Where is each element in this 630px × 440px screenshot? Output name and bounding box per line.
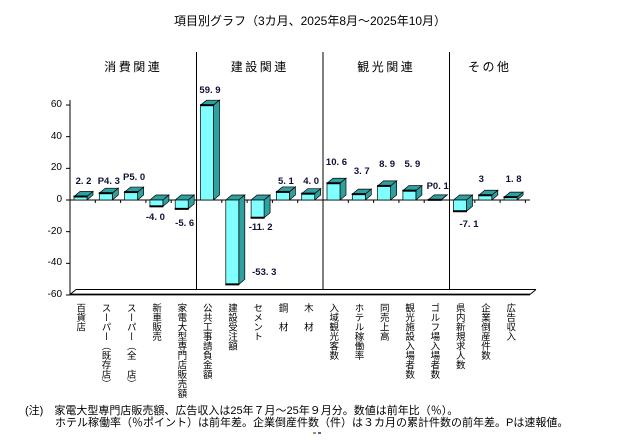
x-category-label: 広告収入 (504, 303, 516, 341)
bar-front-face (174, 199, 189, 210)
bar-value-label: P5. 0 (123, 172, 146, 183)
bar-front-face (276, 191, 290, 201)
group-label-2: 観光関連 (357, 60, 416, 74)
x-category-label: スーパー（既存店） (99, 303, 111, 389)
x-category-label: セメント (251, 303, 263, 341)
bar-value-label: -7. 1 (459, 219, 479, 230)
bar-value-label: -5. 6 (175, 218, 195, 229)
x-category-label: ゴルフ場入場者数 (428, 303, 440, 379)
bar-front-face (124, 191, 138, 201)
x-category-label: 木 材 (301, 303, 313, 332)
bar-value-label: 5. 1 (277, 176, 294, 187)
bar-value-label: 3. 7 (353, 166, 370, 177)
x-category-label: 新車販売 (150, 303, 162, 341)
y-tick-label: 60 (50, 99, 62, 111)
y-tick-label: 0 (56, 194, 62, 205)
bar-value-label: 5. 9 (404, 159, 421, 170)
footnote-line1: (注) 家電大型専門店販売額、広告収入は25年７月～25年９月分。数値は前年比（… (25, 405, 459, 417)
bar-value-label: P0. 1 (426, 180, 449, 192)
x-category-label: 鋼 材 (276, 303, 288, 332)
bar-front-face (402, 190, 417, 201)
bar-front-face (98, 192, 113, 201)
x-category-label: 同売上高 (377, 303, 389, 341)
group-label-1: 建設関連 (230, 60, 289, 74)
bar-side-face (213, 99, 220, 201)
bar-value-label: 59. 9 (199, 84, 221, 96)
y-tick-label: -20 (47, 225, 62, 237)
x-category-label: 入域観光客数 (327, 303, 339, 360)
bar-front-face (200, 104, 214, 201)
floor-connector-left (69, 289, 77, 295)
group-label-0: 消費関連 (104, 60, 163, 74)
bar-value-label: 1. 8 (505, 174, 522, 185)
x-category-label: 企業倒産件数 (478, 303, 490, 360)
stray-mark-2 (318, 432, 321, 434)
x-category-label: ホテル稼働率 (352, 303, 364, 360)
x-category-label: スーパー（全 店） (124, 303, 136, 389)
group-label-3: その他 (467, 60, 512, 74)
floor-connector-right (529, 289, 537, 295)
y-tick-label: -40 (47, 257, 62, 269)
bar-value-label: -4. 0 (145, 212, 165, 223)
bar-value-label: 8. 9 (379, 159, 396, 170)
chart-title: 項目別グラフ（3カ月、2025年8月～2025年10月） (173, 14, 447, 28)
x-category-label: 観光施設入場者数 (403, 303, 415, 379)
bar-front-face (250, 199, 265, 219)
y-tick-label: -60 (47, 288, 62, 300)
x-category-label: 建設受注額 (225, 303, 237, 351)
footnote-line2: ホテル稼働率（％ポイント）は前年差。企業倒産件数（件）は３カ月の累計件数の前年差… (55, 417, 569, 429)
bar-value-label: 10. 6 (325, 157, 348, 168)
x-category-label: 県内新規求人数 (453, 303, 465, 370)
x-category-label: 公共工事請負金額 (200, 303, 212, 379)
y-tick-label: 40 (50, 130, 62, 142)
bar-front-face (453, 199, 467, 212)
x-category-label: 家電大型専門店販売額 (175, 303, 187, 398)
y-tick-label: 20 (50, 162, 62, 174)
x-category-label: 百貨店 (74, 303, 86, 332)
bar-value-label: 4. 0 (303, 176, 320, 187)
bar-value-label: -53. 3 (252, 267, 277, 278)
bar-value-label: -11. 2 (248, 222, 273, 233)
bar-value-label: 2. 2 (75, 175, 92, 187)
stray-mark-1 (313, 432, 316, 434)
bar-value-label: P4. 3 (97, 175, 120, 187)
bar-value-label: 3 (478, 174, 484, 185)
bar-front-face (377, 185, 391, 201)
